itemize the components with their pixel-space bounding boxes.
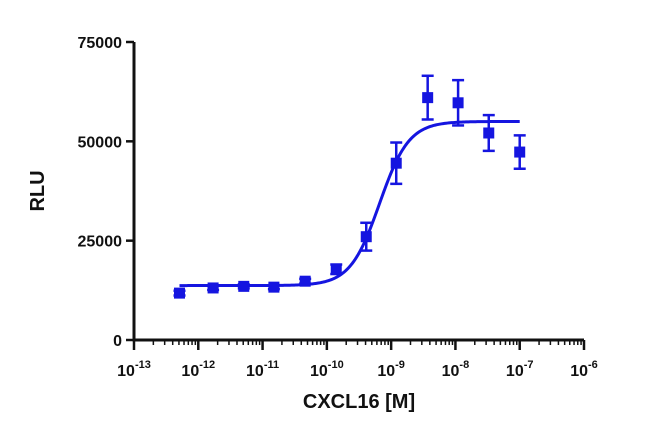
x-tick-label: 10-8 [442,359,470,380]
square-marker [390,157,402,169]
y-tick-label: 75000 [78,35,123,52]
data-point [237,280,250,292]
square-marker [483,127,495,139]
x-tick-exponent: -7 [524,359,534,371]
x-tick-exponent: -10 [328,359,344,371]
square-marker [173,287,185,299]
x-tick-exponent: -6 [588,359,598,371]
x-tick-base: 10 [506,363,524,380]
axes-layer [132,42,584,342]
data-point [207,282,220,294]
square-marker [268,281,280,293]
x-tick-label: 10-11 [246,359,279,380]
data-point [330,263,343,276]
x-tick-exponent: -12 [199,359,215,371]
fit-curve-layer [179,119,520,288]
fit-curve-line [179,119,520,288]
x-tick-base: 10 [377,363,395,380]
y-tick-label: 0 [113,333,122,350]
x-ticks-layer: 10-13 10-12 10-11 10-10 10-9 10-8 10-7 10-6 [117,340,598,380]
data-point [513,134,526,170]
y-axis-title: RLU [27,170,49,211]
x-tick-exponent: -9 [395,359,405,371]
x-tick-exponent: -8 [459,359,469,371]
x-tick-label: 10-7 [506,359,534,380]
x-tick-exponent: -13 [135,359,151,371]
x-tick-base: 10 [117,363,135,380]
x-tick-base: 10 [442,363,460,380]
x-tick-base: 10 [181,363,199,380]
data-point [452,78,465,127]
y-tick-label: 25000 [78,234,123,251]
square-marker [330,263,342,275]
data-point [360,221,373,252]
square-marker [238,280,250,292]
x-axis-title: CXCL16 [M] [303,391,415,413]
data-point [267,281,280,293]
square-marker [207,282,219,294]
square-marker [360,231,372,243]
data-points-layer [173,74,526,299]
x-tick-label: 10-12 [181,359,215,380]
data-point [299,275,312,287]
x-tick-base: 10 [570,363,588,380]
data-point [421,74,434,121]
y-ticks-layer: 0 25000 50000 75000 [78,35,134,350]
data-point [390,141,403,186]
data-point [482,113,495,153]
y-tick-label: 50000 [78,134,123,151]
x-tick-label: 10-9 [377,359,405,380]
x-tick-exponent: -11 [264,359,279,371]
x-tick-label: 10-10 [310,359,344,380]
data-point [173,287,186,299]
square-marker [422,92,434,104]
x-tick-label: 10-13 [117,359,151,380]
square-marker [452,97,464,109]
x-tick-base: 10 [310,363,328,380]
x-tick-base: 10 [246,363,264,380]
x-tick-label: 10-6 [570,359,598,380]
square-marker [514,146,526,158]
square-marker [299,275,311,287]
